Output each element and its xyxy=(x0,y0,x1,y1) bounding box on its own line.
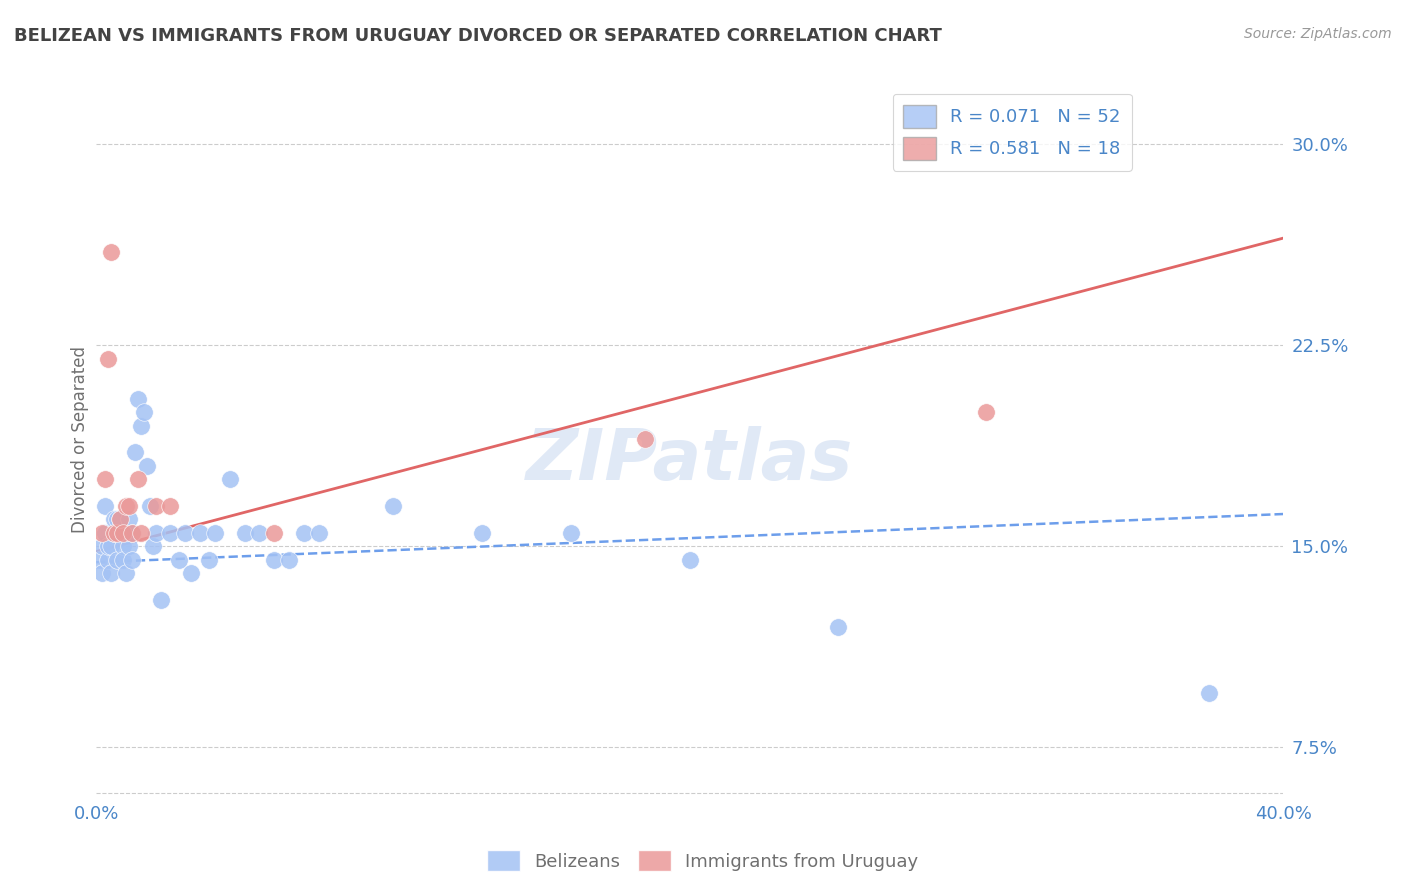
Point xyxy=(129,418,152,433)
Text: ZIPatlas: ZIPatlas xyxy=(526,426,853,495)
Point xyxy=(103,512,125,526)
Point xyxy=(381,499,404,513)
Y-axis label: Divorced or Separated: Divorced or Separated xyxy=(72,345,89,533)
Point xyxy=(118,539,141,553)
Point xyxy=(108,525,131,540)
Point xyxy=(111,552,134,566)
Point xyxy=(204,525,226,540)
Point xyxy=(634,432,657,446)
Point xyxy=(127,472,149,486)
Point xyxy=(150,592,173,607)
Point xyxy=(97,539,120,553)
Point xyxy=(1198,686,1220,700)
Point xyxy=(115,499,138,513)
Point xyxy=(121,525,143,540)
Point xyxy=(188,525,211,540)
Point xyxy=(247,525,270,540)
Point xyxy=(105,552,128,566)
Point xyxy=(132,405,155,419)
Legend: R = 0.071   N = 52, R = 0.581   N = 18: R = 0.071 N = 52, R = 0.581 N = 18 xyxy=(893,94,1132,170)
Point xyxy=(127,392,149,406)
Point xyxy=(174,525,197,540)
Point xyxy=(111,525,134,540)
Point xyxy=(97,351,120,366)
Point xyxy=(976,405,998,419)
Point xyxy=(471,525,494,540)
Point xyxy=(233,525,256,540)
Point xyxy=(91,539,114,553)
Point xyxy=(100,566,122,580)
Point xyxy=(91,525,114,540)
Point xyxy=(94,499,117,513)
Legend: Belizeans, Immigrants from Uruguay: Belizeans, Immigrants from Uruguay xyxy=(481,843,925,879)
Point xyxy=(103,525,125,540)
Point xyxy=(135,458,157,473)
Point xyxy=(118,499,141,513)
Point xyxy=(105,525,128,540)
Point xyxy=(94,472,117,486)
Point xyxy=(129,525,152,540)
Point xyxy=(292,525,315,540)
Point xyxy=(308,525,330,540)
Point xyxy=(180,566,202,580)
Point xyxy=(138,499,160,513)
Point xyxy=(89,552,111,566)
Point xyxy=(118,512,141,526)
Point xyxy=(103,525,125,540)
Point xyxy=(108,512,131,526)
Point xyxy=(115,525,138,540)
Point xyxy=(142,539,165,553)
Point xyxy=(827,619,849,633)
Point xyxy=(145,525,167,540)
Point xyxy=(263,525,285,540)
Point xyxy=(105,512,128,526)
Point xyxy=(679,552,702,566)
Point xyxy=(124,445,146,459)
Point xyxy=(121,525,143,540)
Point xyxy=(111,539,134,553)
Point xyxy=(278,552,301,566)
Point xyxy=(218,472,240,486)
Point xyxy=(91,566,114,580)
Point xyxy=(115,566,138,580)
Point xyxy=(263,552,285,566)
Point xyxy=(97,552,120,566)
Text: BELIZEAN VS IMMIGRANTS FROM URUGUAY DIVORCED OR SEPARATED CORRELATION CHART: BELIZEAN VS IMMIGRANTS FROM URUGUAY DIVO… xyxy=(14,27,942,45)
Point xyxy=(121,552,143,566)
Point xyxy=(159,499,181,513)
Point xyxy=(100,539,122,553)
Point xyxy=(560,525,582,540)
Point xyxy=(159,525,181,540)
Point xyxy=(94,525,117,540)
Point xyxy=(169,552,191,566)
Point xyxy=(145,499,167,513)
Point xyxy=(100,244,122,259)
Text: Source: ZipAtlas.com: Source: ZipAtlas.com xyxy=(1244,27,1392,41)
Point xyxy=(198,552,221,566)
Point xyxy=(108,512,131,526)
